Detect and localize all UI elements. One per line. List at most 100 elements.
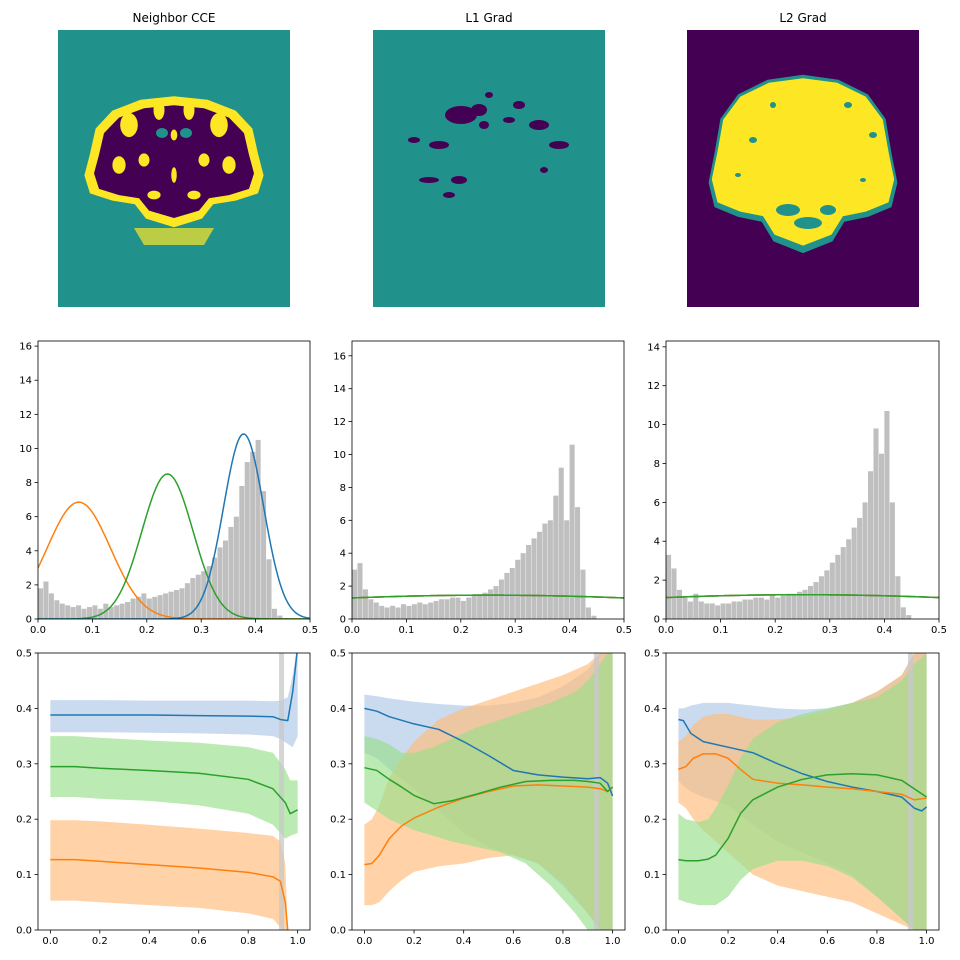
panel-title: L1 Grad: [465, 11, 512, 25]
axes-frame: [37, 652, 311, 931]
histogram-bar: [715, 605, 721, 619]
x-tick-label: 0.2: [139, 625, 155, 636]
x-tick-label: 0.6: [505, 936, 521, 947]
histogram-bar: [212, 557, 218, 619]
tissue-region: [749, 137, 757, 143]
histogram-bar: [449, 597, 455, 619]
series-green-band: [50, 736, 298, 839]
series-green-line: [678, 773, 928, 862]
y-tick-label: 0.5: [16, 649, 32, 660]
y-tick-label: 0: [340, 615, 346, 626]
axes-frame: [665, 652, 940, 931]
low-value-region: [408, 137, 420, 143]
x-tick-label: 0.1: [398, 625, 414, 636]
histogram-bar: [878, 453, 884, 619]
histogram-bar: [569, 444, 575, 619]
x-tick-label: 0.0: [658, 625, 674, 636]
histogram-bar: [65, 605, 71, 619]
histogram-bar: [797, 591, 803, 619]
histogram-bar: [747, 599, 753, 619]
histogram-bar: [802, 589, 808, 619]
histogram-bar: [742, 599, 748, 619]
histogram-bar: [217, 547, 223, 619]
histogram-bar: [379, 605, 385, 619]
histogram-bar: [889, 502, 895, 619]
histogram-bar: [184, 583, 190, 619]
x-tick-label: 0.6: [819, 936, 835, 947]
tissue-region: [183, 100, 195, 120]
histogram-bar: [195, 574, 201, 619]
low-value-region: [443, 192, 455, 198]
histogram-bar: [720, 603, 726, 619]
histogram-bar: [152, 596, 158, 619]
y-tick-label: 10: [19, 444, 32, 455]
histogram-bar: [233, 516, 239, 619]
histogram-bar: [851, 527, 857, 619]
low-value-region: [419, 177, 439, 183]
image-panel: L1 Grad: [373, 11, 605, 307]
histogram-bar: [687, 601, 693, 619]
x-tick-label: 0.5: [302, 625, 318, 636]
image-background: [373, 30, 605, 307]
tissue-region: [860, 178, 866, 182]
histogram-bar: [239, 485, 245, 619]
x-tick-label: 0.1: [713, 625, 729, 636]
histogram-bar: [368, 599, 374, 619]
y-tick-label: 0.4: [330, 704, 346, 715]
histogram-bar: [509, 568, 515, 619]
histogram-bar: [261, 491, 267, 619]
histogram-bar: [125, 601, 131, 619]
histogram-bar: [676, 589, 682, 619]
plot-area: [678, 653, 928, 930]
tissue-region: [794, 217, 822, 229]
axes-frame: [351, 652, 626, 931]
histogram-bar: [753, 597, 759, 619]
y-tick-label: 8: [340, 483, 346, 494]
histogram-bar: [520, 553, 526, 619]
y-tick-label: 16: [19, 342, 32, 353]
histogram-bar: [731, 601, 737, 619]
series-green-band: [678, 653, 927, 930]
x-tick-label: 0.8: [240, 936, 256, 947]
x-tick-label: 0.3: [822, 625, 838, 636]
y-tick-label: 8: [26, 478, 32, 489]
y-tick-label: 0.4: [644, 704, 660, 715]
x-tick-label: 0.3: [507, 625, 523, 636]
histogram-bar: [271, 608, 277, 619]
series-blue-line: [50, 653, 298, 722]
tissue-region: [844, 102, 852, 108]
y-tick-label: 2: [26, 580, 32, 591]
panel-title: L2 Grad: [779, 11, 826, 25]
y-tick-label: 16: [333, 351, 346, 362]
y-tick-label: 0.3: [16, 759, 32, 770]
histogram-bar: [228, 526, 234, 619]
histogram-chart: 0.0 0.1 0.2 0.3 0.4 0.5 0 2 4 6 8 10 12 14 16: [19, 340, 318, 636]
histogram-bar: [504, 572, 510, 619]
histogram-bar: [769, 595, 775, 619]
histogram-bar: [873, 428, 879, 619]
series-green-curve: [352, 594, 624, 599]
histogram-bar: [266, 559, 272, 619]
histogram-chart: 0.0 0.1 0.2 0.3 0.4 0.5 0 2 4 6 8 10 12 14: [647, 340, 947, 636]
x-tick-label: 1.0: [919, 936, 935, 947]
axes-frame: [351, 340, 625, 620]
tissue-region: [187, 190, 201, 200]
tissue-region: [735, 173, 741, 177]
tissue-region: [198, 153, 210, 167]
histogram-bar: [92, 605, 98, 619]
histogram-bar: [547, 520, 553, 619]
histogram-bar: [70, 607, 76, 619]
histogram-bar: [86, 607, 92, 619]
histogram-bar: [704, 603, 710, 619]
histogram-bar: [835, 554, 841, 619]
x-tick-label: 0.4: [770, 936, 786, 947]
histogram-bar: [174, 590, 180, 619]
histogram-bar: [726, 603, 732, 619]
histogram-bar: [439, 599, 445, 619]
low-value-region: [429, 141, 449, 149]
plot-area: [364, 653, 614, 930]
tissue-region: [222, 156, 236, 174]
histogram-bar: [693, 593, 699, 619]
histogram-bar: [542, 523, 548, 619]
histogram-bar: [558, 467, 564, 619]
